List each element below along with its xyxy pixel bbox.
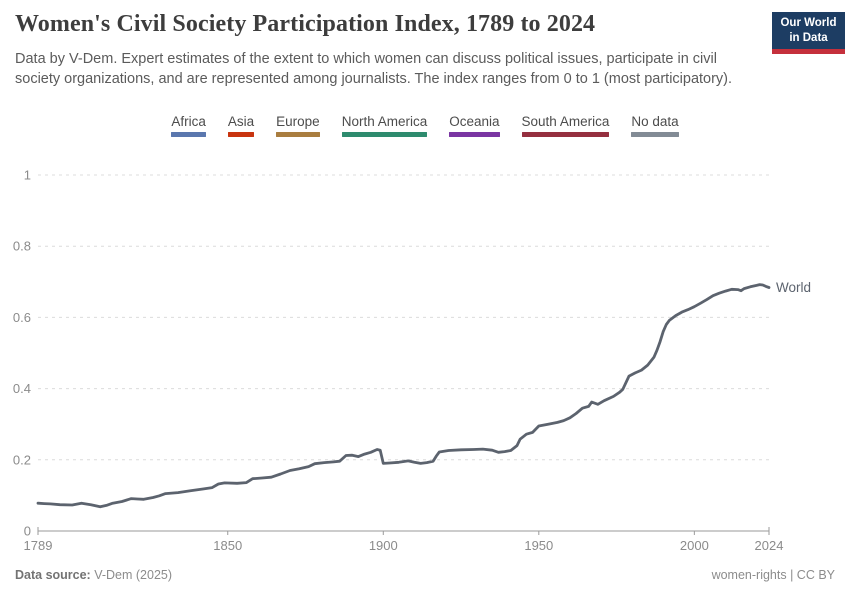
legend-label: South America — [521, 114, 610, 129]
x-axis-line — [37, 527, 770, 532]
data-source: Data source: V-Dem (2025) — [15, 568, 172, 582]
x-axis-tick-label: 1950 — [524, 538, 553, 553]
legend-label: Africa — [171, 114, 206, 129]
legend-label: Asia — [227, 114, 255, 129]
y-axis-tick-label: 0.8 — [13, 239, 31, 254]
chart-subtitle: Data by V-Dem. Expert estimates of the e… — [15, 51, 733, 87]
page-title: Women's Civil Society Participation Inde… — [15, 11, 596, 37]
y-axis-tick-label: 0 — [24, 524, 31, 539]
legend-item-africa[interactable]: Africa — [171, 114, 206, 137]
legend-label: Europe — [276, 114, 320, 129]
legend: Africa Asia Europe North America Oceania… — [0, 114, 850, 137]
legend-swatch — [341, 132, 428, 137]
chart-canvas[interactable]: 0 0.2 0.4 0.6 0.8 1 1789 1850 1900 1950 2000 2024 Wo… — [0, 160, 850, 568]
y-axis-tick-label: 0.6 — [13, 310, 31, 325]
owid-logo-line1: Our World — [780, 17, 837, 29]
y-axis-tick-label: 0.2 — [13, 452, 31, 467]
series-label-world[interactable]: World — [776, 280, 811, 295]
legend-item-south-america[interactable]: South America — [521, 114, 610, 137]
legend-item-oceania[interactable]: Oceania — [449, 114, 500, 137]
legend-item-north-america[interactable]: North America — [341, 114, 428, 137]
legend-label: Oceania — [449, 114, 500, 129]
legend-label: No data — [631, 114, 679, 129]
y-axis-tick-label: 1 — [24, 168, 31, 183]
legend-item-no-data[interactable]: No data — [631, 114, 679, 137]
legend-swatch — [521, 132, 610, 137]
license-note[interactable]: women-rights | CC BY — [711, 568, 835, 582]
data-source-value: V-Dem (2025) — [94, 568, 173, 582]
line-chart[interactable]: 0 0.2 0.4 0.6 0.8 1 1789 1850 1900 1950 2000 2024 Wo… — [0, 160, 850, 568]
x-axis-tick-label: 2024 — [755, 538, 784, 553]
x-axis-tick-label: 1900 — [369, 538, 398, 553]
legend-item-europe[interactable]: Europe — [276, 114, 320, 137]
chart-footer: Data source: V-Dem (2025) women-rights |… — [15, 568, 835, 582]
data-source-label: Data source: — [15, 568, 91, 582]
owid-logo-line2: in Data — [789, 31, 828, 44]
legend-swatch — [227, 132, 255, 137]
legend-swatch — [171, 132, 206, 137]
x-axis-tick-label: 1850 — [213, 538, 242, 553]
y-axis-tick-label: 0.4 — [13, 381, 31, 396]
series-line-world[interactable] — [36, 283, 771, 509]
x-axis-tick-label: 2000 — [680, 538, 709, 553]
legend-swatch — [631, 132, 679, 137]
owid-logo[interactable]: Our World in Data — [772, 12, 845, 54]
legend-item-asia[interactable]: Asia — [227, 114, 255, 137]
legend-swatch — [449, 132, 500, 137]
legend-swatch — [276, 132, 320, 137]
x-axis-tick-label: 1789 — [24, 538, 53, 553]
legend-label: North America — [341, 114, 428, 129]
